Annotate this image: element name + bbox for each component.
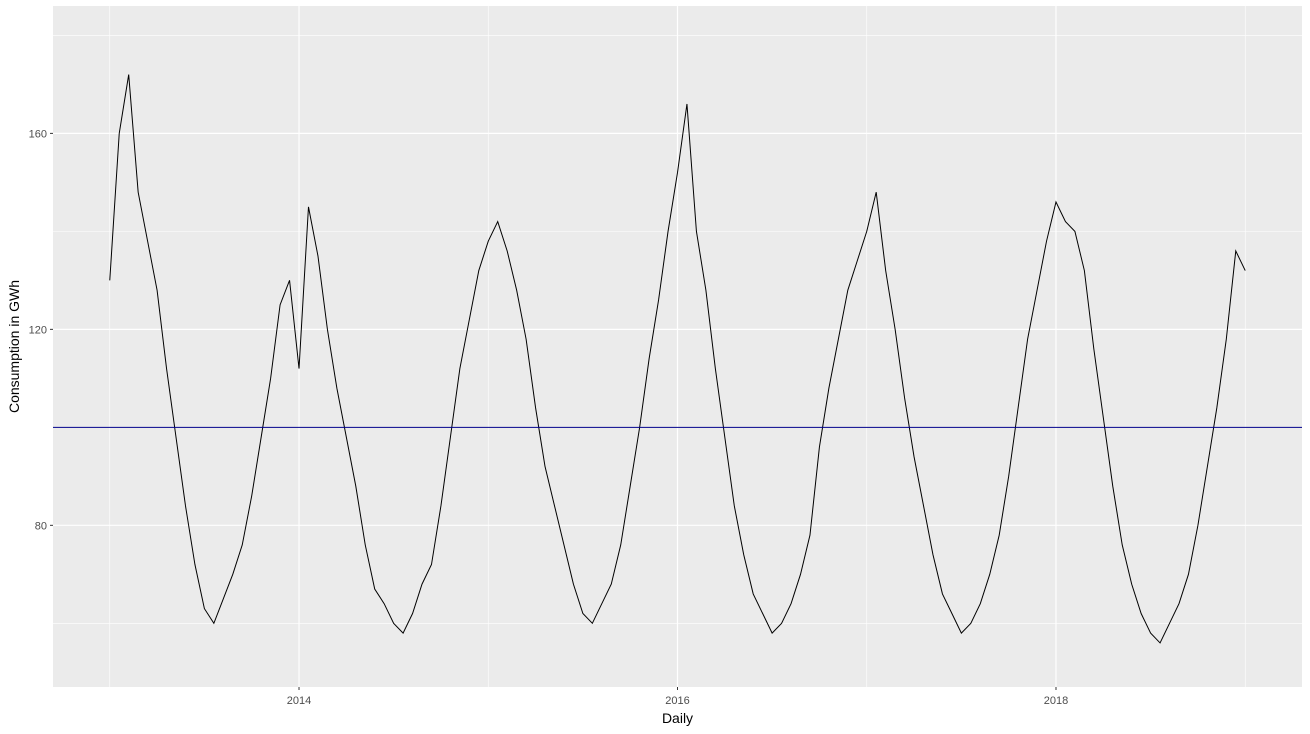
x-tick-label: 2016 (665, 695, 689, 707)
y-axis: 80 120 160 (29, 128, 53, 532)
major-gridlines (53, 6, 1302, 687)
x-axis: 2014 2016 2018 (287, 687, 1068, 707)
series-line (109, 74, 1246, 644)
y-axis-title: Consumption in GWh (6, 280, 22, 413)
y-tick-label: 80 (35, 520, 47, 532)
y-tick-label: 160 (29, 128, 47, 140)
x-tick-label: 2014 (287, 695, 311, 707)
y-tick-label: 120 (29, 324, 47, 336)
x-tick-label: 2018 (1044, 695, 1068, 707)
series-layer (109, 74, 1246, 644)
x-axis-title: Daily (662, 710, 693, 726)
